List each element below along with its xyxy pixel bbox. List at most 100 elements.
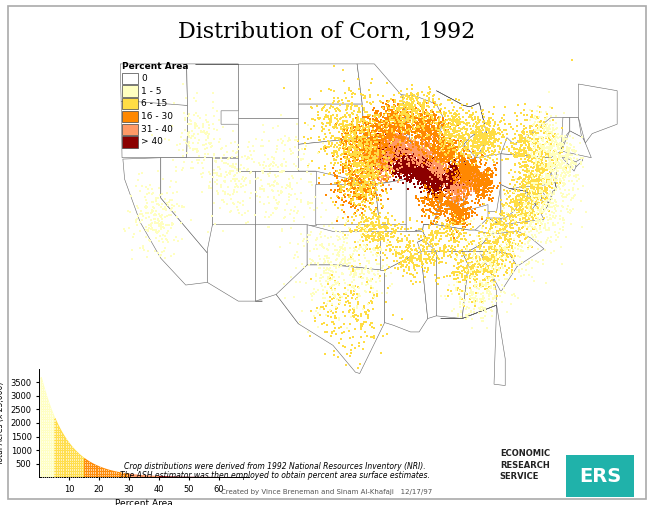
Point (389, 121, 400, 129)
Point (271, 204, 282, 212)
Point (419, 118, 429, 126)
Point (468, 266, 478, 274)
Point (360, 169, 370, 177)
Point (458, 145, 468, 154)
Point (551, 162, 562, 170)
Point (451, 192, 462, 200)
Point (475, 154, 485, 162)
Point (423, 166, 434, 174)
Point (304, 199, 315, 208)
Point (377, 186, 387, 194)
Point (456, 179, 466, 187)
Point (77, 454, 88, 463)
Point (434, 144, 445, 153)
Point (386, 163, 396, 171)
Point (461, 110, 472, 118)
Point (364, 152, 375, 160)
Point (218, 197, 229, 206)
Point (523, 259, 534, 267)
Point (322, 107, 333, 115)
Point (131, 215, 142, 223)
Point (405, 168, 416, 176)
Point (443, 252, 453, 261)
Point (515, 138, 526, 146)
Point (360, 227, 370, 235)
Point (455, 179, 466, 187)
Point (563, 169, 574, 177)
Point (370, 164, 381, 172)
Point (477, 178, 487, 186)
Point (524, 271, 534, 279)
Point (407, 170, 418, 178)
Point (422, 206, 433, 214)
Point (383, 98, 394, 106)
Point (453, 212, 464, 220)
Point (480, 187, 490, 195)
Point (427, 176, 438, 184)
Point (393, 147, 404, 156)
Point (433, 171, 443, 179)
Point (249, 211, 260, 219)
Point (389, 135, 400, 143)
Point (496, 231, 506, 239)
Point (389, 123, 400, 131)
Point (540, 140, 550, 148)
Point (384, 156, 394, 164)
Point (415, 175, 426, 183)
Point (444, 208, 455, 216)
Point (368, 147, 378, 155)
Point (355, 129, 366, 137)
Point (530, 129, 541, 137)
Point (401, 161, 411, 169)
Point (515, 136, 526, 144)
Point (434, 156, 444, 164)
Point (339, 146, 349, 155)
Point (416, 142, 426, 150)
Point (386, 152, 396, 160)
Point (441, 152, 451, 160)
Point (405, 147, 416, 156)
Point (426, 128, 436, 136)
Point (409, 91, 419, 99)
Point (362, 215, 372, 223)
Point (338, 118, 349, 126)
Point (351, 142, 362, 150)
Point (151, 226, 162, 234)
Point (367, 142, 377, 150)
Point (426, 171, 437, 179)
Point (414, 171, 424, 179)
Point (425, 172, 436, 180)
Point (440, 207, 451, 215)
Point (150, 228, 161, 236)
Point (500, 120, 510, 128)
Point (82, 471, 92, 479)
Point (371, 161, 382, 169)
Point (492, 260, 503, 268)
Point (528, 218, 538, 226)
Point (56, 468, 67, 476)
Point (396, 123, 406, 131)
Point (371, 111, 382, 119)
Point (540, 197, 550, 206)
Point (396, 149, 406, 157)
Point (423, 250, 434, 258)
Point (37, 448, 47, 457)
Point (507, 263, 517, 271)
Point (417, 170, 428, 178)
Point (388, 126, 399, 134)
Point (435, 155, 445, 163)
Point (431, 164, 441, 172)
Point (423, 174, 434, 182)
Point (396, 87, 407, 95)
Point (398, 156, 409, 164)
Point (388, 137, 398, 145)
Point (466, 166, 476, 174)
Point (403, 128, 413, 136)
Point (406, 105, 417, 113)
Point (419, 181, 429, 189)
Point (415, 120, 425, 128)
Point (476, 171, 487, 179)
Point (378, 159, 388, 167)
Point (365, 115, 375, 123)
Point (372, 143, 383, 152)
